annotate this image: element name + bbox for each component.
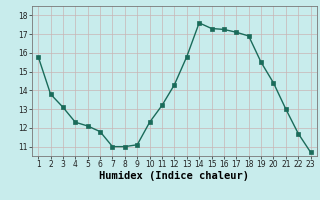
X-axis label: Humidex (Indice chaleur): Humidex (Indice chaleur) bbox=[100, 171, 249, 181]
